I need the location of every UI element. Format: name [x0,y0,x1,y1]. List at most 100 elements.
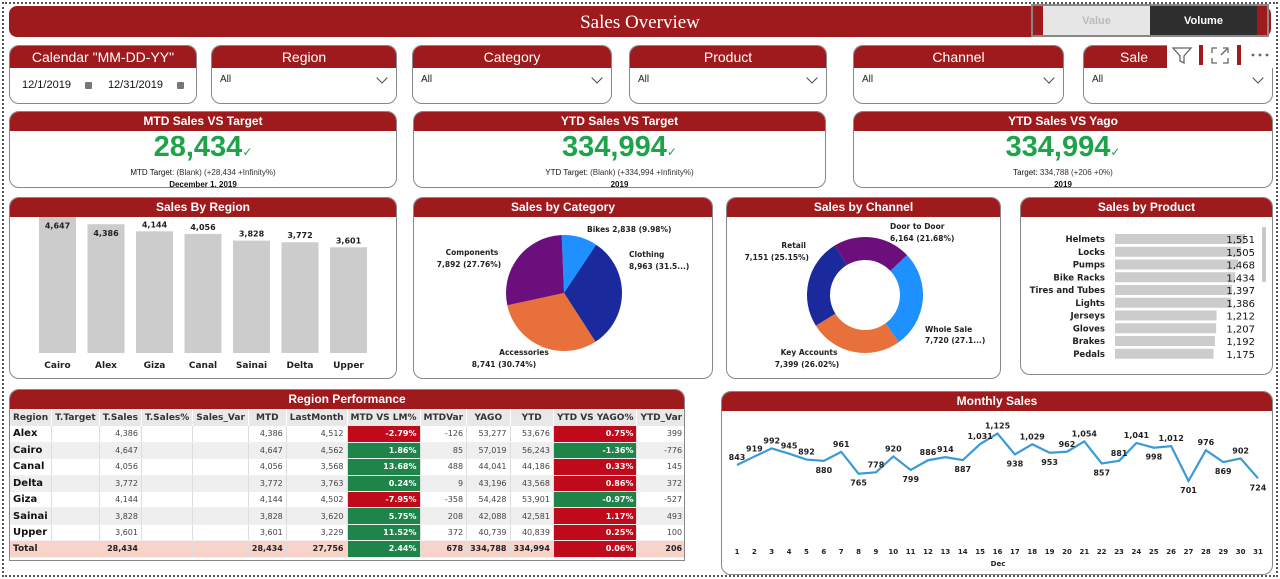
column-header[interactable]: Sales_Var [192,409,249,426]
x-tick-label: 31 [1253,548,1263,556]
region-performance-table: Region T.Target T.Sales T.Sales% Sales_Var MT… [10,409,684,558]
bar-pedals[interactable] [1115,348,1214,359]
cell-mtdvar: 488 [420,458,468,476]
bar-upper[interactable] [330,247,367,353]
bar-giza[interactable] [136,231,173,353]
check-icon: ✓ [1110,145,1121,159]
ytd-kpi-card: YTD Sales VS Target 334,994✓ YTD Target:… [413,111,826,188]
pie-slice-components[interactable] [506,235,564,306]
calendar-icon[interactable] [84,81,92,89]
pie-slice-bikes[interactable] [561,235,597,293]
column-header[interactable]: Region [10,409,53,426]
x-tick-label: 20 [1062,548,1072,556]
data-label: 945 [781,442,798,451]
column-header[interactable]: T.Sales% [141,409,194,426]
x-tick-label: 11 [906,548,916,556]
bar-lights[interactable] [1115,297,1232,308]
bar-brakes[interactable] [1115,336,1215,346]
table-row[interactable]: Canal 4,056 4,056 3,568 13.68% 488 44,041 44,18… [10,458,684,476]
table-row[interactable]: Alex 4,386 4,386 4,512 -2.79% -126 53,277 53,67… [10,426,684,443]
column-header[interactable]: T.Sales [99,409,142,426]
column-header[interactable]: T.Target [51,409,100,426]
y-tick-label: Tires and Tubes [1030,286,1105,296]
filter-icon[interactable] [1171,45,1193,65]
bar-bike-racks[interactable] [1115,272,1236,283]
table-row[interactable]: Delta 3,772 3,772 3,763 0.24% 9 43,196 43,568 0.… [10,475,684,493]
scrollbar[interactable] [1262,227,1266,282]
total-row[interactable]: Total 28,434 28,434 27,756 2.44% 678 334,788 33… [10,540,684,558]
column-header[interactable]: LastMonth [286,409,348,426]
data-label: 920 [885,444,902,453]
bar-tires-and-tubes[interactable] [1115,285,1233,295]
slice-label: 7,399 (26.02%) [775,360,839,369]
column-header[interactable]: MTD [248,409,287,426]
column-header[interactable]: YTD_Var [636,409,684,426]
donut-slice-key-accounts[interactable] [815,313,899,353]
bar-helmets[interactable] [1115,234,1245,244]
donut-slice-whole-sale[interactable] [885,255,923,343]
donut-slice-retail[interactable] [807,245,847,326]
region-slicer[interactable]: Region All [211,45,397,104]
data-label: 3,772 [287,231,312,240]
column-header[interactable]: MTD VS LM% [347,409,421,426]
pie-slice-clothing[interactable] [564,244,622,342]
bar-delta[interactable] [281,242,319,353]
table-row[interactable]: Sainai 3,828 3,828 3,620 5.75% 208 42,088 42,58… [10,507,684,525]
channel-dropdown[interactable]: All [862,71,1055,85]
more-options-icon[interactable] [1247,45,1273,65]
bar-canal[interactable] [184,233,222,353]
calendar-slicer[interactable]: Calendar "MM-DD-YY" 12/1/2019 12/31/2019 [9,45,197,104]
x-tick-label: Alex [95,361,117,371]
cell-ttarget [51,507,100,525]
mtd-date: December 1, 2019 [169,180,237,188]
cell-lastmonth: 4,502 [286,491,348,509]
column-header[interactable]: YTD VS YAGO% [553,409,638,426]
value-volume-toggle[interactable]: Value Volume [1031,4,1269,37]
monthly-sales-line[interactable] [736,432,1259,484]
table-row[interactable]: Cairo 4,647 4,647 4,562 1.86% 85 57,019 56,243-… [10,442,684,460]
data-label: 1,551 [1226,235,1255,246]
end-date-input[interactable]: 12/31/2019 [107,79,163,91]
channel-slicer[interactable]: Channel All [853,45,1064,104]
table-row[interactable]: Upper 3,601 3,601 3,229 11.52% 372 40,739 40,83… [10,524,684,542]
bar-cairo[interactable] [39,216,76,353]
region-dropdown[interactable]: All [220,71,388,85]
y-tick-label: Bike Racks [1053,273,1105,283]
table-row[interactable]: Giza 4,144 4,144 4,502 -7.95% -358 54,428 53,90… [10,491,684,509]
donut-slice-door-to-door[interactable] [834,237,908,271]
product-dropdown[interactable]: All [638,71,818,85]
cell-tsales: 4,056 [99,458,142,476]
category-slicer[interactable]: Category All [412,45,612,104]
bar-pumps[interactable] [1115,259,1239,270]
pie-slice-accessories[interactable] [507,293,596,351]
x-tick-label: 17 [1010,548,1020,556]
start-date-input[interactable]: 12/1/2019 [22,79,71,91]
sales-dropdown-value: All [1092,74,1104,85]
focus-mode-icon[interactable] [1209,45,1231,65]
toggle-value-button[interactable]: Value [1043,6,1150,35]
category-dropdown[interactable]: All [421,71,603,85]
bar-sainai[interactable] [233,240,270,353]
cell-mtdvslm: 0.24% [347,475,421,493]
sales-by-channel-card: Sales by Channel Door to Door 6,164 (21.6… [726,197,1001,379]
cell-ttarget [51,540,100,558]
x-tick-label: 7 [839,548,844,556]
x-tick-label: 14 [958,548,968,556]
yago-target-label: Target: [1013,168,1038,177]
bar-alex[interactable] [87,224,125,353]
column-header[interactable]: YAGO [466,409,511,426]
bar-jerseys[interactable] [1115,310,1217,321]
ytd-kpi-title: YTD Sales VS Target [414,112,825,131]
column-header[interactable]: YTD [510,409,554,426]
product-chart-title: Sales by Product [1021,198,1272,217]
sales-dropdown[interactable]: All [1092,71,1264,85]
toggle-volume-button[interactable]: Volume [1150,6,1257,35]
data-label: 880 [815,466,832,475]
calendar-icon[interactable] [177,81,184,89]
product-slicer[interactable]: Product All [629,45,827,104]
bar-gloves[interactable] [1115,323,1217,334]
bar-locks[interactable] [1115,246,1242,257]
cell-tsales: 4,144 [99,491,142,509]
cell-ttarget [51,491,100,509]
column-header[interactable]: MTDVar [420,409,468,426]
